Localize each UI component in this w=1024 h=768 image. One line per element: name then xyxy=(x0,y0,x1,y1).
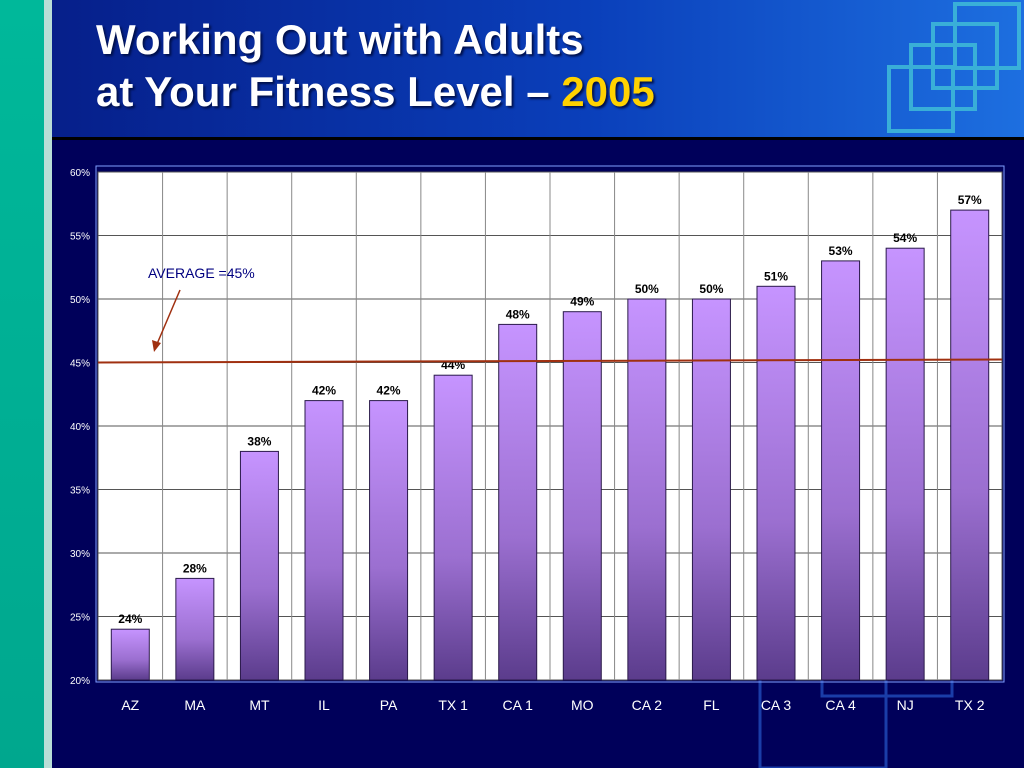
bar xyxy=(498,323,538,681)
bar xyxy=(627,298,667,681)
bar-value-label: 50% xyxy=(635,282,659,296)
title-divider xyxy=(52,137,1024,140)
bar xyxy=(821,260,861,681)
bar-value-label: 24% xyxy=(118,612,142,626)
x-category-label: FL xyxy=(703,697,720,713)
bar-value-label: 49% xyxy=(570,295,594,309)
left-accent-stripe xyxy=(0,0,44,768)
slide-title: Working Out with Adults at Your Fitness … xyxy=(96,14,655,118)
bar-value-label: 28% xyxy=(183,561,207,575)
x-category-label: PA xyxy=(380,697,398,713)
bar xyxy=(562,311,602,681)
bar-value-label: 38% xyxy=(247,434,271,448)
bar xyxy=(110,628,150,681)
bar-value-label: 53% xyxy=(829,244,853,258)
title-line1: Working Out with Adults xyxy=(96,16,584,63)
bar-value-label: 42% xyxy=(312,384,336,398)
y-tick-label: 25% xyxy=(70,613,90,624)
bar-value-label: 57% xyxy=(958,193,982,207)
bar xyxy=(304,400,344,681)
y-tick-label: 60% xyxy=(70,168,90,179)
x-category-label: NJ xyxy=(897,697,914,713)
bar xyxy=(433,374,473,681)
x-category-label: CA 4 xyxy=(825,697,856,713)
bar xyxy=(175,577,215,681)
bar-value-label: 50% xyxy=(699,282,723,296)
title-year: 2005 xyxy=(561,68,655,115)
y-tick-label: 50% xyxy=(70,295,90,306)
y-tick-label: 30% xyxy=(70,549,90,560)
y-tick-label: 45% xyxy=(70,359,90,370)
x-category-label: CA 3 xyxy=(761,697,792,713)
chart-frame xyxy=(95,165,1005,683)
bar xyxy=(756,285,796,681)
bar-value-label: 51% xyxy=(764,269,788,283)
bar xyxy=(369,400,409,681)
y-tick-label: 35% xyxy=(70,486,90,497)
x-category-label: MA xyxy=(184,697,206,713)
bar xyxy=(691,298,731,681)
average-line xyxy=(97,358,1003,364)
x-category-label: IL xyxy=(318,697,330,713)
bar xyxy=(239,450,279,681)
x-category-label: TX 1 xyxy=(438,697,468,713)
x-category-label: MO xyxy=(571,697,594,713)
x-category-label: TX 2 xyxy=(955,697,985,713)
average-arrowhead xyxy=(152,340,161,352)
x-category-label: MT xyxy=(249,697,270,713)
y-tick-label: 20% xyxy=(70,676,90,687)
bar-value-label: 48% xyxy=(506,307,530,321)
average-arrow xyxy=(156,289,181,345)
y-tick-label: 40% xyxy=(70,422,90,433)
title-banner xyxy=(52,0,1024,137)
title-line2: at Your Fitness Level – xyxy=(96,68,562,115)
x-category-label: AZ xyxy=(121,697,139,713)
bar xyxy=(950,209,990,681)
bar xyxy=(885,247,925,681)
y-tick-label: 55% xyxy=(70,232,90,243)
average-annotation: AVERAGE =45% xyxy=(148,265,255,281)
left-accent-divider xyxy=(44,0,52,768)
bar-value-label: 42% xyxy=(377,384,401,398)
x-category-label: CA 2 xyxy=(632,697,663,713)
bar-value-label: 54% xyxy=(893,231,917,245)
x-category-label: CA 1 xyxy=(503,697,534,713)
